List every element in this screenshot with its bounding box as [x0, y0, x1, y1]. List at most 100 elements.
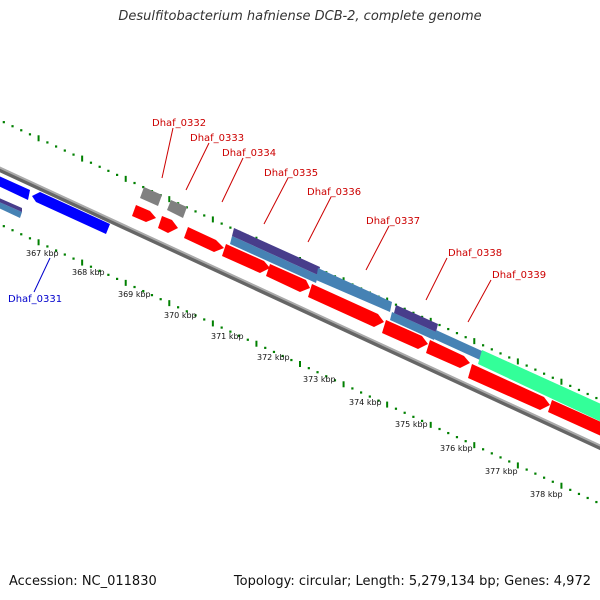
inner-track-dot — [194, 314, 197, 317]
inner-track-major-tick — [386, 401, 389, 408]
gene-dhaf-0332[interactable] — [132, 205, 156, 222]
inner-track-dot — [290, 358, 293, 362]
label-leader-dhaf-0331 — [33, 257, 51, 293]
outer-track-dot — [412, 311, 415, 314]
tick-label-7: 373 kbp — [303, 375, 336, 384]
cds-region-3[interactable] — [390, 312, 436, 340]
label-leaders — [161, 127, 492, 323]
tick-label-2: 368 kbp — [72, 268, 105, 277]
gene-label-dhaf-0339[interactable]: Dhaf_0339 — [492, 270, 546, 281]
inner-track-dot — [316, 371, 319, 374]
gene-label-dhaf-0333[interactable]: Dhaf_0333 — [190, 133, 244, 144]
gene-dhaf-0339a[interactable] — [426, 340, 470, 368]
inner-track-major-tick — [211, 320, 214, 327]
inner-track-dot — [438, 427, 441, 431]
gene-label-dhaf-0331[interactable]: Dhaf_0331 — [8, 294, 62, 305]
outer-track-dot — [551, 376, 554, 379]
feature-other[interactable] — [478, 350, 600, 426]
gene-label-dhaf-0336[interactable]: Dhaf_0336 — [307, 187, 361, 198]
outer-track-dot — [220, 222, 223, 225]
outer-track-dot — [107, 169, 110, 172]
inner-track-dot — [569, 488, 572, 491]
inner-track-major-tick — [168, 300, 171, 307]
outer-track-major-tick — [560, 378, 563, 385]
gene-dhaf-0335[interactable] — [222, 244, 270, 273]
outer-track-dot — [72, 153, 75, 156]
outer-track-dot — [490, 348, 493, 351]
outer-track-dot — [508, 356, 511, 359]
outer-track-dot — [229, 226, 232, 229]
inner-track-dot — [2, 225, 5, 228]
outer-track-dot — [55, 145, 58, 148]
inner-track-dot — [272, 350, 276, 354]
outer-track-major-tick — [124, 175, 127, 182]
gene-dhaf-0337[interactable] — [308, 284, 384, 327]
operon-region-2[interactable] — [394, 305, 438, 332]
inner-track-major-tick — [81, 259, 84, 266]
outer-track-dot — [464, 336, 467, 339]
gene-dhaf-0334[interactable] — [184, 227, 224, 252]
inner-track-dot — [351, 387, 354, 390]
outer-track-dot — [577, 388, 581, 392]
outer-track-dot — [394, 303, 398, 306]
inner-track-major-tick — [560, 482, 563, 489]
outer-track-dot — [20, 129, 23, 132]
inner-track-dot — [577, 492, 581, 496]
genome-backbone-highlight — [0, 166, 600, 447]
gene-dhaf-0340[interactable] — [548, 400, 600, 440]
outer-track-dot — [482, 344, 485, 347]
genome-backbone — [0, 166, 600, 451]
tick-label-1: 367 kbp — [26, 249, 59, 258]
inner-track-major-tick — [429, 421, 432, 428]
inner-track-major-tick — [124, 279, 127, 286]
outer-track-dot — [194, 210, 197, 213]
gene-dhaf-0336[interactable] — [266, 264, 310, 292]
tick-label-group: 367 kbp 368 kbp 369 kbp 370 kbp 371 kbp 372 k… — [26, 249, 563, 499]
inner-tick-track — [2, 225, 598, 504]
inner-track-dot — [281, 354, 284, 358]
inner-track-major-tick — [342, 381, 345, 388]
inner-track-major-tick — [473, 442, 476, 449]
gene-dhaf-0333[interactable] — [158, 216, 178, 233]
inner-track-dot — [116, 277, 119, 280]
inner-track-dot — [142, 289, 145, 293]
gene-label-dhaf-0338[interactable]: Dhaf_0338 — [448, 248, 502, 259]
gene-label-dhaf-0332[interactable]: Dhaf_0332 — [152, 118, 206, 129]
outer-track-dot — [595, 396, 598, 400]
cds-region-2[interactable] — [316, 268, 392, 312]
inner-track-dot — [20, 233, 23, 236]
inner-track-dot — [368, 395, 371, 398]
inner-track-dot — [551, 480, 554, 483]
outer-track-dot — [98, 165, 101, 168]
operon-region-1[interactable] — [232, 228, 320, 275]
gene-dhaf-0331[interactable] — [0, 172, 110, 234]
cds-region-4[interactable] — [434, 330, 482, 360]
tick-label-8: 374 kbp — [349, 398, 382, 407]
outer-track-dot — [534, 368, 537, 371]
gene-dhaf-0332-pseudo[interactable] — [140, 187, 162, 206]
accession-text: Accession: NC_011830 — [9, 574, 157, 589]
cds-region-1[interactable] — [230, 236, 318, 283]
gene-dhaf-0338[interactable] — [382, 320, 428, 349]
gene-label-dhaf-0335[interactable]: Dhaf_0335 — [264, 168, 318, 179]
inner-track-dot — [177, 306, 180, 309]
inner-track-dot — [264, 346, 267, 349]
outer-track-dot — [447, 327, 450, 331]
inner-track-dot — [543, 476, 546, 479]
outer-track-dot — [403, 307, 406, 310]
inner-track-dot — [412, 415, 415, 418]
inner-track-dot — [595, 500, 598, 504]
gene-dhaf-0339b[interactable] — [468, 364, 550, 410]
outer-track-dot — [116, 173, 119, 176]
outer-track-dot — [46, 141, 49, 144]
inner-track-dot — [63, 253, 66, 256]
gene-dhaf-0333-pseudo[interactable] — [167, 200, 187, 218]
tick-label-6: 372 kbp — [257, 353, 290, 362]
inner-track-dot — [133, 285, 136, 289]
gene-label-dhaf-0334[interactable]: Dhaf_0334 — [222, 148, 276, 159]
inner-track-dot — [325, 375, 328, 378]
inner-track-dot — [499, 456, 502, 459]
outer-track-major-tick — [211, 216, 214, 223]
gene-label-dhaf-0337[interactable]: Dhaf_0337 — [366, 216, 420, 227]
inner-track-dot — [586, 496, 589, 500]
